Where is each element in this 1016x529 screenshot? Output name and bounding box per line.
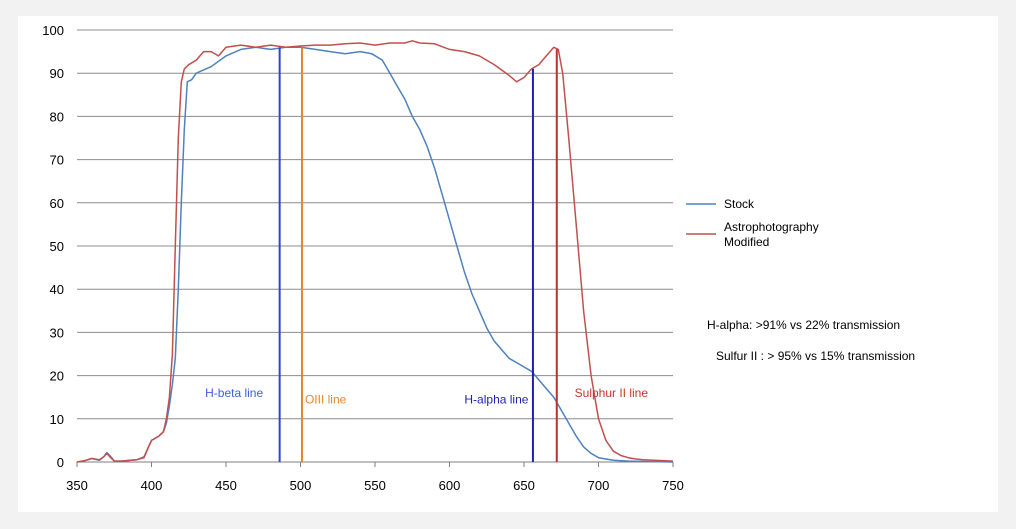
y-tick-label-60: 60	[50, 196, 64, 211]
x-tick-label-550: 550	[364, 478, 386, 493]
y-tick-label-100: 100	[42, 23, 64, 38]
y-axis-ticks: 0 10 20 30 40 50 60 70 80 90 100	[42, 23, 64, 470]
legend: Stock Astrophotography Modified	[686, 197, 819, 249]
series-lines	[76, 40, 674, 463]
emission-line-label-0: H-beta line	[205, 386, 263, 400]
annotations: H-alpha: >91% vs 22% transmission Sulfur…	[707, 318, 915, 363]
emission-line-label-2: H-alpha line	[464, 393, 528, 407]
annotation-sulfur: Sulfur II : > 95% vs 15% transmission	[716, 349, 915, 363]
transmission-chart: 0 10 20 30 40 50 60 70 80 90 100 350 400 450 500 550 60…	[42, 23, 915, 493]
y-tick-label-70: 70	[50, 153, 64, 168]
legend-label-stock: Stock	[724, 197, 755, 211]
emission-lines: H-beta line OIII line H-alpha line Sulphur …	[205, 47, 648, 462]
x-tick-label-350: 350	[66, 478, 88, 493]
y-tick-label-20: 20	[50, 369, 64, 384]
x-tick-label-650: 650	[513, 478, 535, 493]
x-tick-label-400: 400	[141, 478, 163, 493]
y-tick-label-30: 30	[50, 325, 64, 340]
y-tick-label-10: 10	[50, 412, 64, 427]
series-line-astrophotography-modified	[76, 40, 674, 463]
x-axis-ticks: 350 400 450 500 550 600 650 700 750	[66, 462, 684, 493]
x-tick-label-700: 700	[588, 478, 610, 493]
x-tick-label-500: 500	[290, 478, 312, 493]
y-tick-label-0: 0	[57, 455, 64, 470]
y-tick-label-40: 40	[50, 282, 64, 297]
y-tick-label-50: 50	[50, 239, 64, 254]
y-tick-label-80: 80	[50, 109, 64, 124]
chart-frame: 0 10 20 30 40 50 60 70 80 90 100 350 400 450 500 550 60…	[18, 16, 998, 512]
x-tick-label-600: 600	[439, 478, 461, 493]
y-tick-label-90: 90	[50, 66, 64, 81]
emission-line-label-1: OIII line	[305, 393, 347, 407]
legend-label-modified: Astrophotography Modified	[724, 220, 819, 249]
emission-line-label-3: Sulphur II line	[575, 386, 649, 400]
x-tick-label-450: 450	[215, 478, 237, 493]
x-tick-label-750: 750	[662, 478, 684, 493]
annotation-h-alpha: H-alpha: >91% vs 22% transmission	[707, 318, 900, 332]
